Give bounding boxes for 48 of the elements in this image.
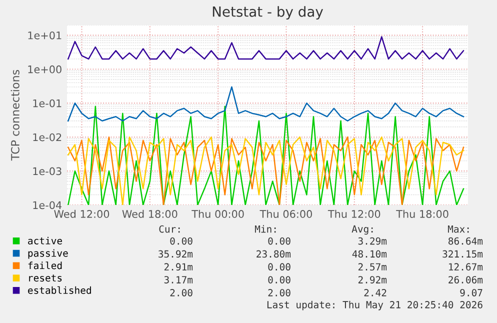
text: 48.10m: [352, 250, 387, 258]
text: 3.29m: [358, 237, 387, 245]
x-tick-label: Thu 00:00: [192, 210, 244, 218]
text: Avg:: [352, 225, 373, 235]
y-tick-label: 1e-02: [33, 133, 62, 142]
legend-label: resets: [29, 274, 62, 282]
legend-label: active: [28, 236, 62, 244]
legend-label: passive: [28, 249, 68, 259]
text: 0.00: [268, 237, 290, 245]
y-tick-label: 1e-04: [33, 201, 62, 210]
y-axis-title: TCP connections: [10, 70, 20, 161]
text: 2.42: [364, 289, 386, 296]
x-tick-label: Thu 06:00: [260, 210, 312, 218]
line-series: [68, 106, 464, 205]
text: 12.67m: [449, 263, 483, 271]
line-series: [68, 86, 464, 122]
text: 0.00: [170, 237, 192, 245]
text: Last update: Thu May 21 20:25:40 2026: [267, 300, 482, 310]
legend-label: failed: [28, 262, 62, 270]
y-tick-label: 1e+00: [28, 65, 62, 74]
text: 0.00: [268, 263, 290, 271]
legend-label: established: [28, 286, 91, 294]
text: 23.80m: [256, 250, 291, 258]
text: 86.64m: [448, 237, 483, 245]
text: 2.57m: [358, 263, 387, 271]
y-tick-label: 1e+01: [28, 31, 62, 40]
text: 2.00: [170, 289, 192, 296]
text: 2.91m: [164, 263, 193, 271]
text: Max:: [448, 225, 469, 233]
x-tick-label: Wed 18:00: [122, 210, 178, 218]
text: 3.17m: [164, 276, 193, 284]
text: Min:: [254, 225, 276, 233]
text: 35.92m: [158, 250, 193, 258]
text: 9.07: [460, 289, 482, 296]
y-tick-label: 1e-01: [33, 99, 62, 108]
text: 2.92m: [358, 276, 387, 284]
x-tick-label: Thu 12:00: [328, 210, 380, 218]
x-tick-label: Wed 12:00: [54, 210, 110, 218]
text: Cur:: [159, 225, 180, 233]
text: 321.15m: [442, 250, 483, 258]
text: 0.00: [268, 276, 290, 284]
text: 26.06m: [448, 276, 483, 284]
line-series: [68, 136, 464, 205]
line-series: [68, 36, 464, 60]
y-tick-label: 1e-03: [33, 167, 62, 176]
x-tick-label: Thu 18:00: [396, 210, 448, 218]
chart-title: Netstat - by day: [212, 6, 324, 20]
text: 2.00: [268, 289, 290, 296]
